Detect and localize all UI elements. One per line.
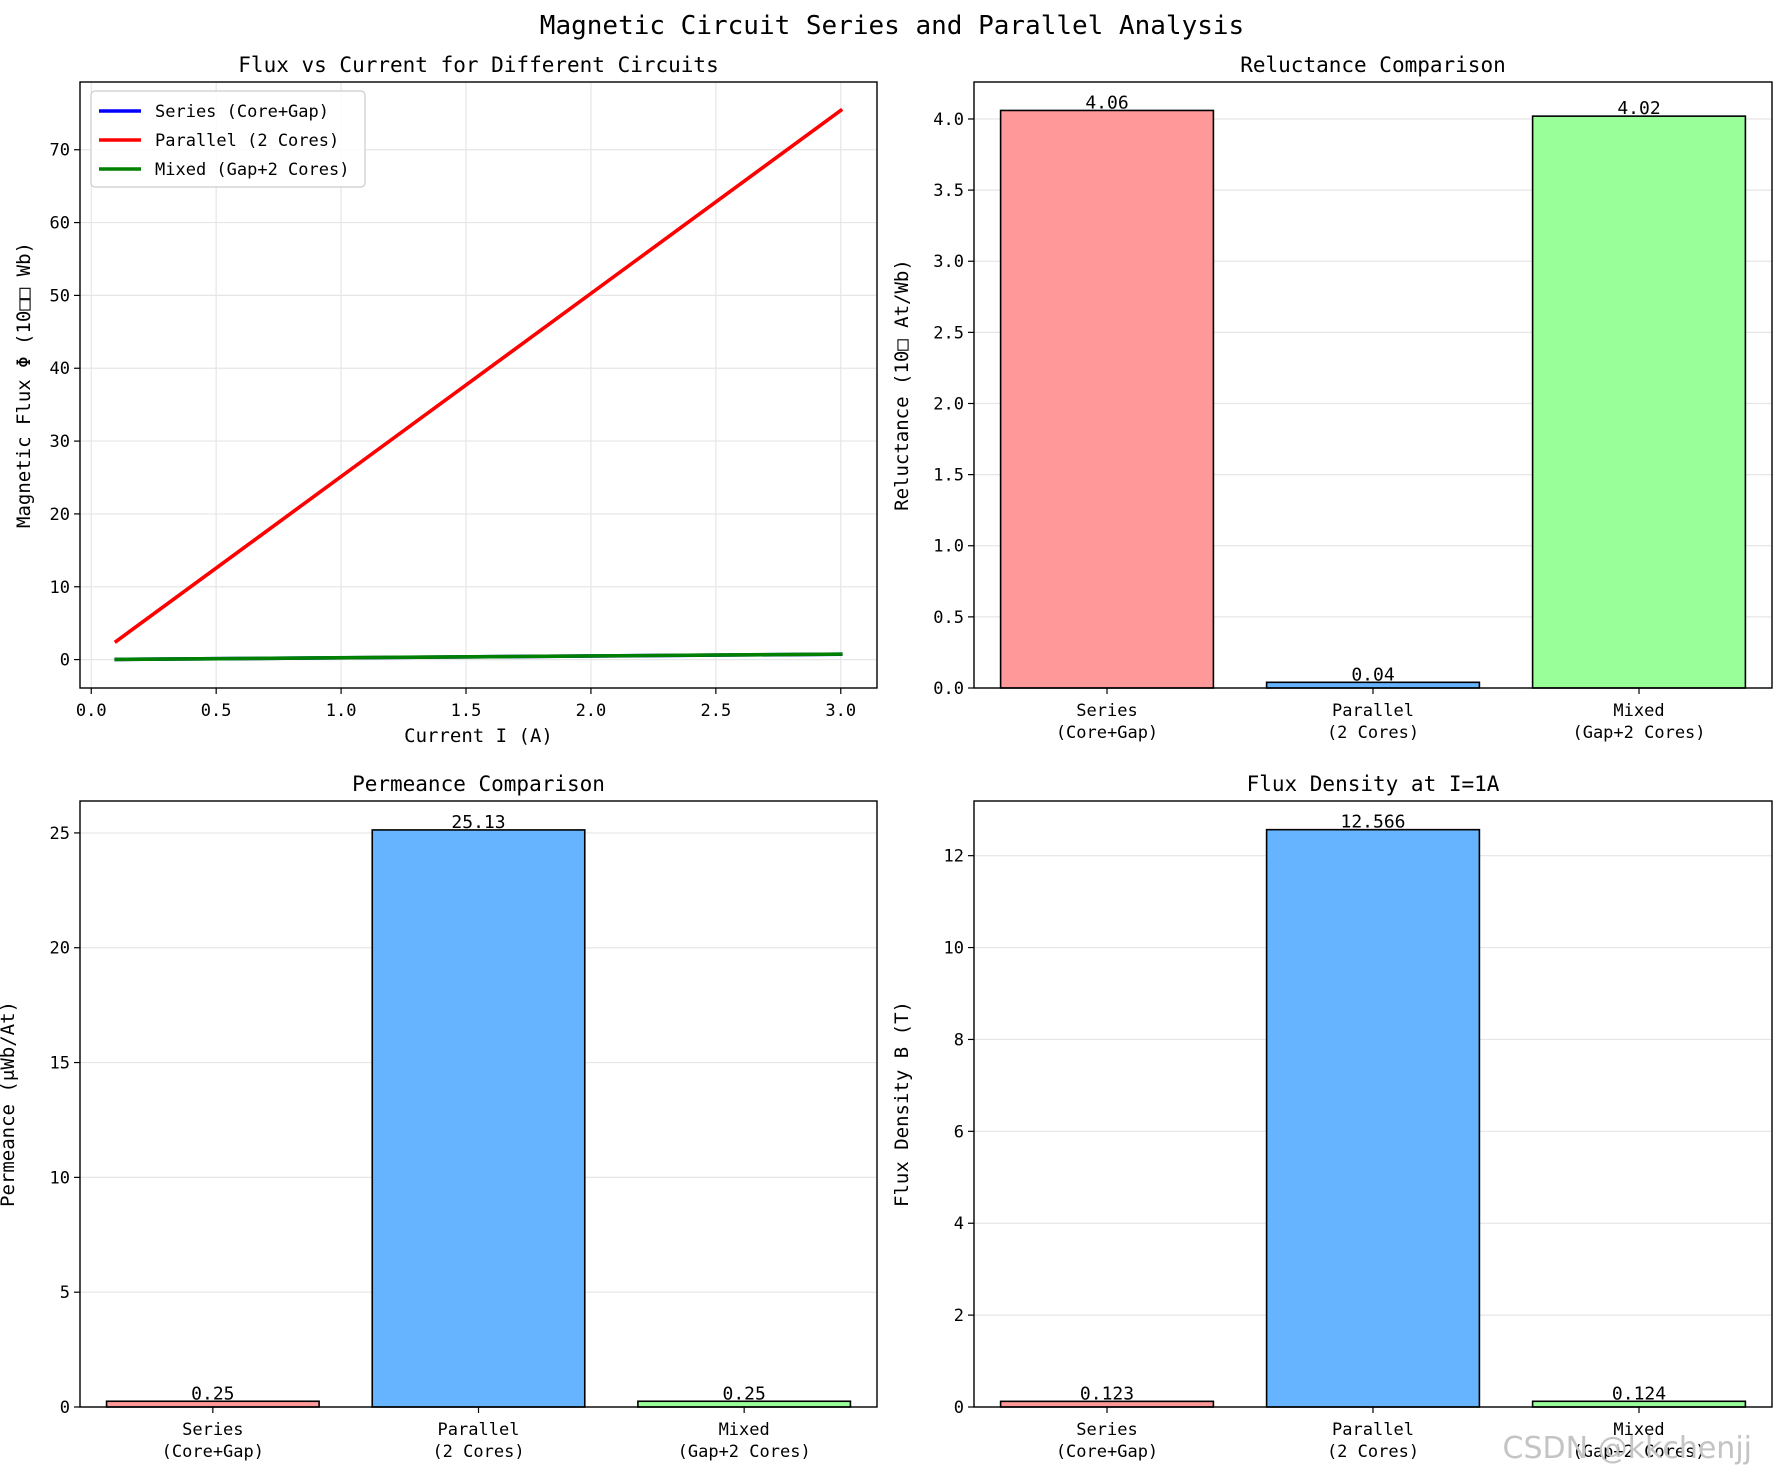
figure-title: Magnetic Circuit Series and Parallel Ana… bbox=[540, 11, 1244, 41]
fluxdensity-ytick-label: 0 bbox=[954, 1398, 964, 1418]
reluctance-ytick-label: 0.0 bbox=[933, 679, 964, 699]
bar-value-label-3: 0.124 bbox=[1612, 1383, 1666, 1404]
flux-title: Flux vs Current for Different Circuits bbox=[238, 53, 718, 77]
flux-xlabel: Current I (A) bbox=[404, 725, 553, 747]
flux-xtick-label: 3.0 bbox=[825, 701, 856, 721]
legend-box bbox=[90, 90, 366, 188]
flux-ylabel: Magnetic Flux Φ (10□□ Wb) bbox=[13, 242, 35, 528]
bar-2 bbox=[1265, 828, 1481, 1408]
bar-2 bbox=[371, 829, 586, 1408]
flux-ytick-label: 10 bbox=[50, 578, 70, 598]
category-label-1: Series bbox=[1076, 701, 1137, 721]
permeance-ytick-label: 0 bbox=[60, 1398, 70, 1418]
reluctance-ytick-label: 4.0 bbox=[933, 110, 964, 130]
fluxdensity-ytick-label: 4 bbox=[954, 1214, 964, 1234]
category-label-3: (Gap+2 Cores) bbox=[678, 1442, 811, 1462]
permeance-ytick-label: 25 bbox=[50, 824, 70, 844]
category-label-1: Series bbox=[1076, 1420, 1137, 1440]
flux-ytick-label: 20 bbox=[50, 505, 70, 525]
flux-ytick-label: 30 bbox=[50, 432, 70, 452]
bar-value-label-3: 4.02 bbox=[1617, 98, 1660, 119]
bar-value-label-1: 4.06 bbox=[1085, 92, 1128, 113]
permeance-ytick-label: 15 bbox=[50, 1054, 70, 1074]
reluctance-ytick-label: 2.5 bbox=[933, 323, 964, 343]
reluctance-ytick-label: 2.0 bbox=[933, 394, 964, 414]
legend-label-2: Parallel (2 Cores) bbox=[155, 131, 339, 151]
flux-ytick-label: 40 bbox=[50, 359, 70, 379]
fluxdensity-ytick-label: 2 bbox=[954, 1306, 964, 1326]
fluxdensity-ytick-label: 8 bbox=[954, 1030, 964, 1050]
bar-value-label-1: 0.25 bbox=[191, 1383, 234, 1404]
fluxdensity-ytick-label: 12 bbox=[944, 847, 964, 867]
category-label-1: (Core+Gap) bbox=[1056, 723, 1158, 743]
reluctance-frame bbox=[973, 81, 1773, 689]
chart-fluxdensity: 0 2 4 6 8 10 12 0.123 Series(Core+Gap) 12.566 Para… bbox=[891, 772, 1773, 1462]
chart-permeance: 0 5 10 15 20 25 0.25 Series(Core+Gap) 25.13 Paral… bbox=[0, 772, 878, 1462]
legend-label-1: Series (Core+Gap) bbox=[155, 102, 329, 122]
flux-xtick-label: 1.5 bbox=[451, 701, 482, 721]
fluxdensity-frame bbox=[973, 800, 1773, 1408]
reluctance-ytick-label: 1.5 bbox=[933, 466, 964, 486]
fluxdensity-ytick-label: 6 bbox=[954, 1122, 964, 1142]
category-label-2: (2 Cores) bbox=[1327, 723, 1419, 743]
legend-label-3: Mixed (Gap+2 Cores) bbox=[155, 160, 349, 180]
category-label-1: (Core+Gap) bbox=[162, 1442, 264, 1462]
reluctance-title: Reluctance Comparison bbox=[1240, 53, 1506, 77]
reluctance-ytick-label: 3.0 bbox=[933, 252, 964, 272]
category-label-3: Mixed bbox=[1613, 1420, 1664, 1440]
category-label-3: (Gap+2 Cores) bbox=[1572, 723, 1705, 743]
flux-ytick-label: 70 bbox=[50, 141, 70, 161]
flux-xtick-label: 1.0 bbox=[326, 701, 357, 721]
category-label-1: (Core+Gap) bbox=[1056, 1442, 1158, 1462]
permeance-ytick-label: 10 bbox=[50, 1168, 70, 1188]
flux-xtick-label: 2.0 bbox=[576, 701, 607, 721]
category-label-1: Series bbox=[182, 1420, 243, 1440]
fluxdensity-ytick-label: 10 bbox=[944, 939, 964, 959]
permeance-frame bbox=[79, 800, 878, 1408]
bar-value-label-1: 0.123 bbox=[1080, 1383, 1134, 1404]
series-line-3 bbox=[114, 652, 843, 662]
flux-xtick-label: 0.0 bbox=[76, 701, 107, 721]
category-label-3: Mixed bbox=[719, 1420, 770, 1440]
bar-value-label-3: 0.25 bbox=[722, 1383, 765, 1404]
reluctance-ylabel: Reluctance (10□ At/Wb) bbox=[891, 259, 913, 511]
category-label-2: Parallel bbox=[1332, 701, 1414, 721]
reluctance-ytick-label: 0.5 bbox=[933, 608, 964, 628]
bar-value-label-2: 25.13 bbox=[451, 812, 505, 833]
category-label-3: Mixed bbox=[1613, 701, 1664, 721]
category-label-2: Parallel bbox=[438, 1420, 520, 1440]
watermark: CSDN @kkchenjj bbox=[1503, 1431, 1752, 1466]
fluxdensity-title: Flux Density at I=1A bbox=[1247, 772, 1500, 796]
flux-ytick-label: 60 bbox=[50, 214, 70, 234]
legend: Series (Core+Gap) Parallel (2 Cores) Mixed… bbox=[90, 90, 366, 188]
permeance-ytick-label: 5 bbox=[60, 1283, 70, 1303]
charts-container: 0.0 0.5 1.0 1.5 2.0 2.5 3.0010203040506070Flux… bbox=[0, 53, 1773, 1462]
flux-ytick-label: 0 bbox=[60, 651, 70, 671]
reluctance-ytick-label: 3.5 bbox=[933, 181, 964, 201]
category-label-2: (2 Cores) bbox=[1327, 1442, 1419, 1462]
permeance-ylabel: Permeance (μWb/At) bbox=[0, 1001, 19, 1207]
bar-1 bbox=[999, 109, 1215, 689]
bar-value-label-2: 12.566 bbox=[1340, 812, 1405, 833]
chart-reluctance: 0.0 0.5 1.0 1.5 2.0 2.5 3.0 3.5 4.0 4.06 Series(Co… bbox=[891, 53, 1773, 743]
bar-3 bbox=[1531, 115, 1747, 689]
category-label-2: Parallel bbox=[1332, 1420, 1414, 1440]
series-line-2 bbox=[113, 107, 844, 644]
category-label-2: (2 Cores) bbox=[432, 1442, 524, 1462]
bar-value-label-2: 0.04 bbox=[1351, 664, 1394, 685]
flux-ytick-label: 50 bbox=[50, 286, 70, 306]
permeance-title: Permeance Comparison bbox=[352, 772, 605, 796]
flux-xtick-label: 2.5 bbox=[700, 701, 731, 721]
category-label-3: (Gap+2 Cores) bbox=[1572, 1442, 1705, 1462]
flux-frame bbox=[79, 81, 878, 689]
chart-flux: 0.0 0.5 1.0 1.5 2.0 2.5 3.0 0 10 20 30 40 50 60 70 Flux… bbox=[13, 53, 878, 747]
reluctance-ytick-label: 1.0 bbox=[933, 537, 964, 557]
flux-xtick-label: 0.5 bbox=[201, 701, 232, 721]
permeance-ytick-label: 20 bbox=[50, 939, 70, 959]
fluxdensity-ylabel: Flux Density B (T) bbox=[891, 1001, 913, 1207]
